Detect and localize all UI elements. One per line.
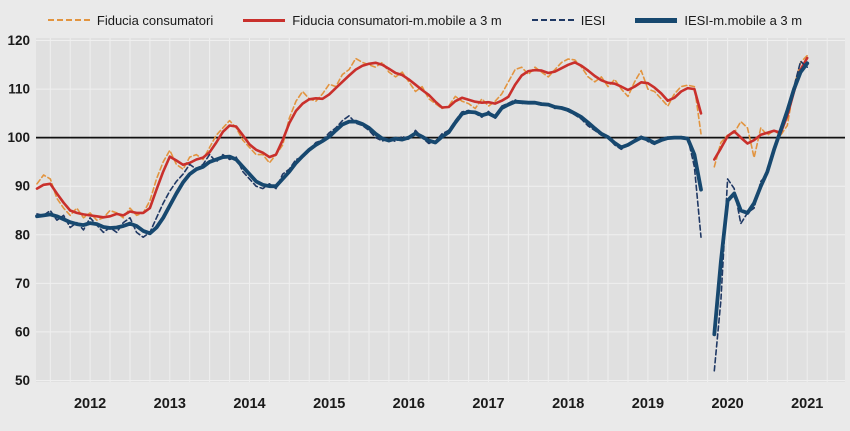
- plot-area: [36, 38, 845, 382]
- legend-label: IESI: [580, 12, 606, 28]
- x-axis-year-label: 2019: [632, 396, 664, 412]
- x-axis-year-label: 2016: [393, 396, 425, 412]
- iesi-thick-line-icon: [635, 17, 678, 23]
- y-axis-tick-label: 110: [8, 82, 30, 97]
- y-axis-tick-label: 60: [15, 324, 30, 339]
- legend-label: IESI-m.mobile a 3 m: [684, 12, 803, 28]
- fiducia-consumatori-solid-line-icon: [243, 18, 286, 22]
- x-axis-year-label: 2020: [711, 396, 743, 412]
- legend-item-fiducia-consumatori: Fiducia consumatori: [47, 12, 214, 28]
- x-axis-year-label: 2015: [313, 396, 345, 412]
- fiducia-consumatori-dashed-line-icon: [47, 19, 90, 21]
- x-axis-year-label: 2014: [233, 396, 265, 412]
- legend-label: Fiducia consumatori-m.mobile a 3 m: [292, 12, 502, 28]
- y-axis-tick-label: 90: [15, 179, 30, 194]
- x-axis-year-label: 2018: [552, 396, 584, 412]
- legend-item-fiducia-consumatori-media-mobile: Fiducia consumatori-m.mobile a 3 m: [243, 13, 502, 28]
- y-axis-tick-label: 120: [7, 33, 30, 48]
- x-axis-year-label: 2013: [154, 396, 186, 412]
- x-axis-year-label: 2021: [791, 396, 823, 412]
- iesi-dashed-line-icon: [531, 19, 574, 21]
- legend-item-iesi: IESI: [531, 12, 606, 28]
- y-axis-tick-label: 80: [15, 227, 30, 242]
- y-axis-tick-label: 50: [15, 373, 30, 388]
- legend-label: Fiducia consumatori: [96, 12, 214, 28]
- chart-legend: Fiducia consumatori Fiducia consumatori-…: [0, 8, 850, 32]
- y-axis-tick-label: 100: [7, 130, 30, 145]
- y-axis-tick-label: 70: [15, 276, 30, 291]
- series-line-3: [35, 61, 810, 337]
- x-axis-year-label: 2017: [472, 396, 504, 412]
- legend-item-iesi-media-mobile: IESI-m.mobile a 3 m: [635, 13, 802, 28]
- x-axis-year-label: 2012: [74, 396, 106, 412]
